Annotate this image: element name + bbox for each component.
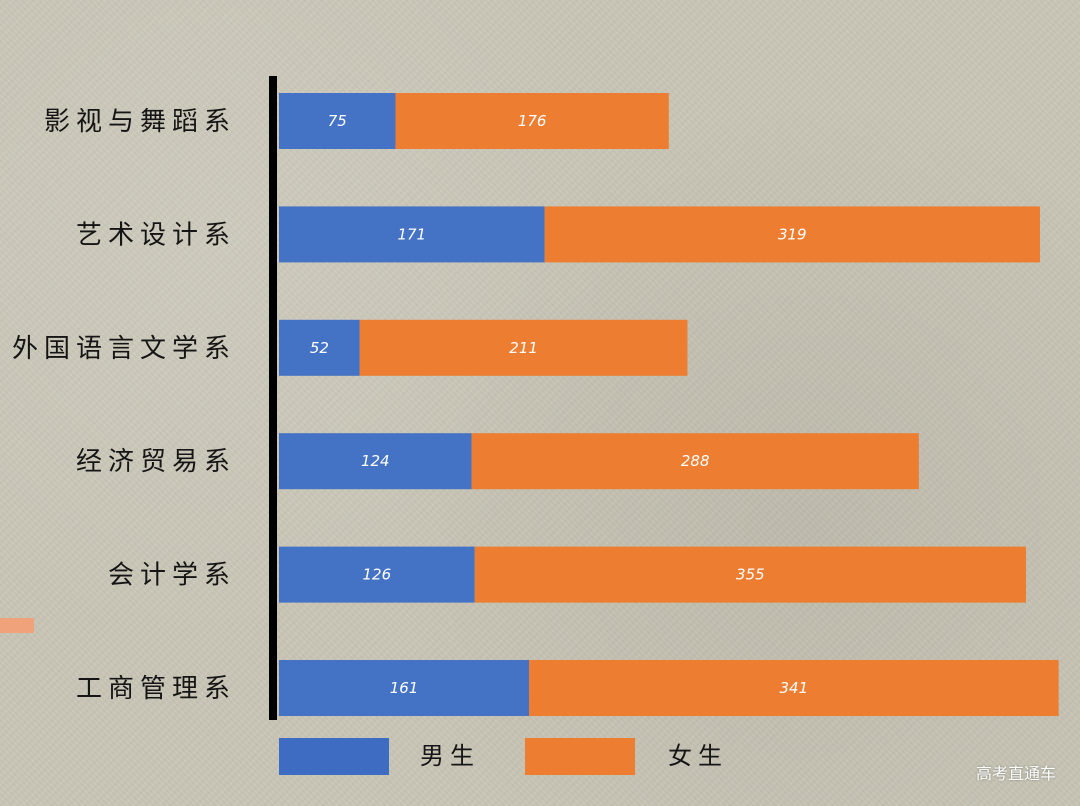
- data-label: 341: [780, 679, 809, 697]
- bar-segment: [529, 660, 1059, 716]
- category-label: 艺术设计系: [76, 220, 236, 250]
- data-label: 126: [363, 566, 392, 584]
- legend-label: 男生: [420, 742, 480, 770]
- bar-segment: [359, 319, 688, 376]
- category-label: 外国语言文学系: [12, 334, 236, 364]
- watermark: 高考直通车: [975, 764, 1056, 783]
- data-label: 161: [390, 679, 419, 697]
- bar-segment: [279, 660, 530, 716]
- data-label: 52: [310, 339, 329, 357]
- legend-swatch: [279, 738, 389, 775]
- data-label: 288: [681, 452, 710, 470]
- bar-segment: [395, 93, 669, 149]
- bar-segment: [279, 433, 472, 490]
- bar-segment: [474, 546, 1027, 603]
- category-label: 工商管理系: [76, 674, 236, 704]
- data-label: 75: [328, 112, 347, 130]
- data-label: 124: [361, 452, 390, 470]
- bar-segment: [471, 433, 919, 490]
- side-color-mark: [0, 618, 34, 633]
- data-label: 319: [778, 225, 807, 243]
- data-label: 176: [518, 112, 547, 130]
- category-label: 会计学系: [108, 561, 236, 591]
- data-label: 355: [736, 566, 765, 584]
- legend-label: 女生: [668, 742, 728, 770]
- bar-segment: [544, 206, 1040, 263]
- bar-segment: [279, 546, 475, 603]
- bar-segment: [279, 206, 545, 263]
- legend-swatch: [525, 738, 635, 775]
- bar-segment: [279, 93, 396, 149]
- data-label: 211: [509, 339, 538, 357]
- data-label: 171: [397, 225, 426, 243]
- category-label: 经济贸易系: [76, 447, 236, 477]
- bar-segment: [279, 319, 360, 376]
- category-label: 影视与舞蹈系: [44, 107, 236, 137]
